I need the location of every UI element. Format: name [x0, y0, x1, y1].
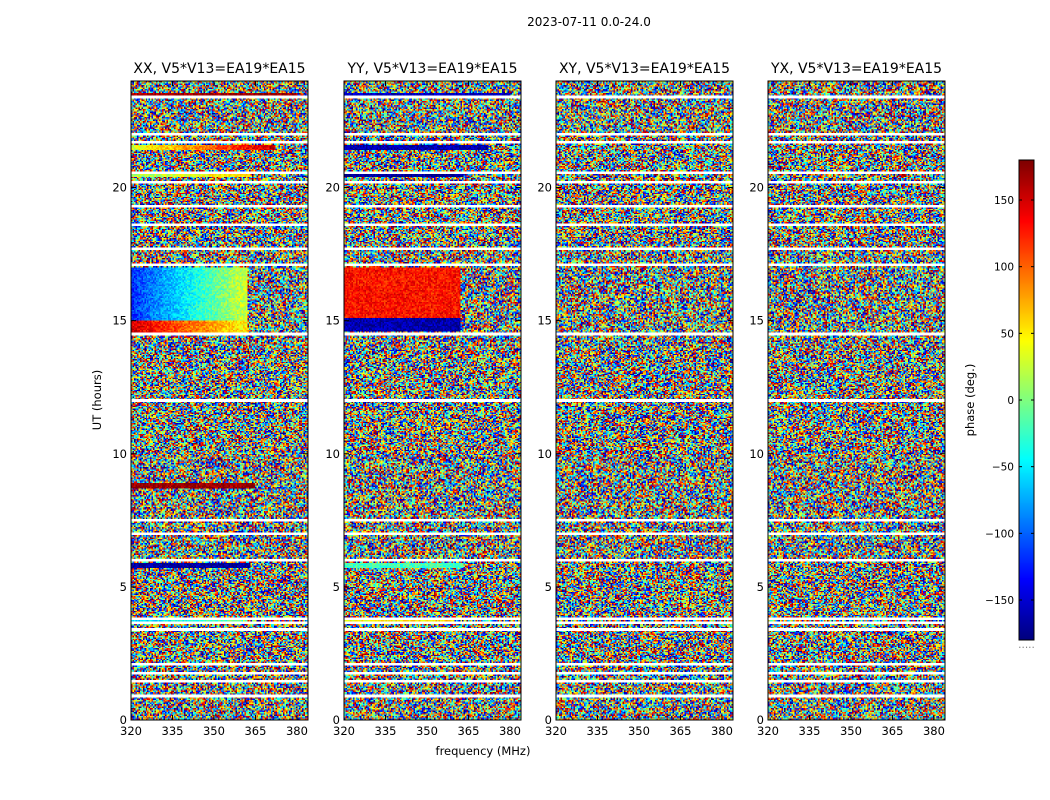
phase-heatmap: [344, 81, 521, 720]
plot-frame: [130, 80, 309, 721]
phase-heatmap: [768, 81, 945, 720]
plot-frame: [555, 80, 734, 721]
x-tick-label: 380: [286, 724, 308, 738]
y-tick-label: 15: [749, 314, 764, 328]
colorbar-tick-label: −50: [992, 462, 1014, 474]
x-tick-label: 320: [545, 724, 567, 738]
y-tick-label: 10: [537, 447, 552, 461]
x-tick-label: 335: [587, 724, 609, 738]
x-tick-label: 350: [203, 724, 225, 738]
colorbar-tick-label: 150: [994, 195, 1014, 207]
colorbar-dots: .....: [1018, 639, 1035, 651]
plot-frame: [767, 80, 946, 721]
colorbar-tick-label: −150: [985, 595, 1014, 607]
panel-2: YY, V5*V13=EA19*EA15 320 335 350 365 380 0 5 10 1…: [325, 61, 522, 738]
y-tick-label: 15: [112, 314, 127, 328]
x-tick-label: 335: [799, 724, 821, 738]
colorbar-tick-label: −100: [985, 528, 1014, 540]
colorbar-label: phase (deg.): [963, 364, 977, 437]
x-tick-label: 320: [120, 724, 142, 738]
colorbar-tick-label: 50: [1001, 328, 1014, 340]
x-tick-label: 320: [333, 724, 355, 738]
x-tick-label: 365: [669, 724, 691, 738]
panel-3: XY, V5*V13=EA19*EA15 320 335 350 365 380 0 5 10 1…: [537, 61, 734, 738]
x-tick-label: 380: [499, 724, 521, 738]
colorbar-tick-label: 100: [994, 262, 1014, 274]
y-tick-label: 0: [333, 713, 340, 727]
y-tick-label: 20: [749, 181, 764, 195]
y-tick-label: 0: [120, 713, 127, 727]
y-tick-label: 5: [757, 580, 764, 594]
plot-frame: [343, 80, 522, 721]
figure-suptitle: 2023-07-11 0.0-24.0: [527, 15, 651, 29]
y-tick-label: 0: [757, 713, 764, 727]
panel-title: XY, V5*V13=EA19*EA15: [559, 61, 730, 77]
y-axis-label: UT (hours): [90, 370, 104, 430]
x-tick-label: 380: [711, 724, 733, 738]
y-tick-label: 20: [325, 181, 340, 195]
x-tick-label: 350: [840, 724, 862, 738]
panel-title: XX, V5*V13=EA19*EA15: [133, 61, 305, 77]
x-tick-label: 350: [416, 724, 438, 738]
x-tick-label: 335: [162, 724, 184, 738]
panel-title: YX, V5*V13=EA19*EA15: [770, 61, 942, 77]
y-tick-label: 10: [112, 447, 127, 461]
y-tick-label: 5: [545, 580, 552, 594]
x-tick-label: 365: [244, 724, 266, 738]
colorbar: −150 −100 −50 0 50 100 150.....: [985, 159, 1035, 651]
y-tick-label: 15: [537, 314, 552, 328]
y-tick-label: 10: [325, 447, 340, 461]
x-tick-label: 380: [923, 724, 945, 738]
y-tick-label: 5: [333, 580, 340, 594]
x-tick-label: 320: [757, 724, 779, 738]
y-tick-label: 10: [749, 447, 764, 461]
phase-heatmap: [556, 81, 733, 720]
x-tick-label: 365: [457, 724, 479, 738]
x-tick-label: 335: [375, 724, 397, 738]
panels-layer: XX, V5*V13=EA19*EA15 320 335 350 365 380 0 5 10 1…: [112, 61, 946, 738]
x-axis-label: frequency (MHz): [436, 744, 531, 758]
panel-1: XX, V5*V13=EA19*EA15 320 335 350 365 380 0 5 10 1…: [112, 61, 309, 738]
x-tick-label: 350: [628, 724, 650, 738]
y-tick-label: 5: [120, 580, 127, 594]
x-tick-label: 365: [881, 724, 903, 738]
y-tick-label: 15: [325, 314, 340, 328]
colorbar-tick-label: 0: [1007, 395, 1014, 407]
y-tick-label: 20: [537, 181, 552, 195]
y-tick-label: 20: [112, 181, 127, 195]
colorbar-gradient: [1019, 160, 1034, 640]
panel-title: YY, V5*V13=EA19*EA15: [346, 61, 517, 77]
panel-4: YX, V5*V13=EA19*EA15 320 335 350 365 380 0 5 10 1…: [749, 61, 946, 738]
phase-heatmap: [131, 81, 308, 720]
y-tick-label: 0: [545, 713, 552, 727]
